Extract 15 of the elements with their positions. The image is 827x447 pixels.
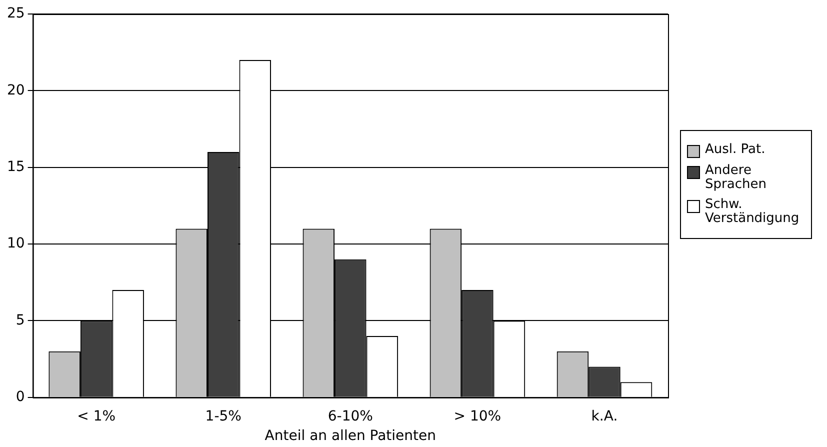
y-tick-label: 15 <box>6 159 25 175</box>
x-tick-label: < 1% <box>77 408 116 424</box>
legend-label: Ausl. Pat. <box>705 142 766 157</box>
x-tick-label: > 10% <box>454 408 502 424</box>
y-tick-label: 0 <box>16 389 25 406</box>
y-tick-label: 20 <box>6 82 25 98</box>
x-tick-label: 6-10% <box>328 408 373 424</box>
x-axis-title: Anteil an allen Patienten <box>264 428 436 444</box>
y-tick-label: 5 <box>16 312 25 328</box>
text: Schw. Verständigung <box>705 197 800 226</box>
legend-label: Andere Sprachen <box>705 163 768 192</box>
x-tick-label: k.A. <box>591 408 618 424</box>
y-tick-label: 10 <box>6 236 25 252</box>
y-tick-label: 25 <box>6 6 25 22</box>
x-tick-label: 1-5% <box>205 408 242 424</box>
